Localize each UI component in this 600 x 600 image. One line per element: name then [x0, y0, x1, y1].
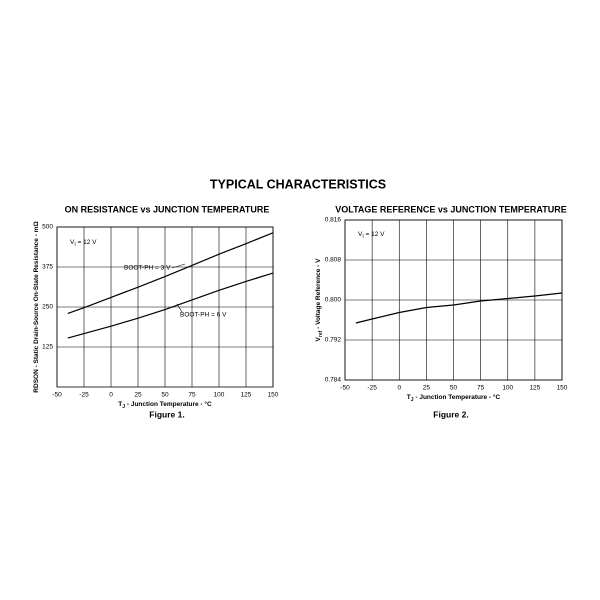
x-tick-label: 25 [134, 392, 142, 399]
x-tick-label: 100 [502, 385, 513, 392]
annotation-part: V [70, 239, 75, 246]
annotation-part: V [358, 231, 363, 238]
x-tick-label: 0 [397, 385, 401, 392]
x-tick-label: 50 [161, 392, 169, 399]
data-line [355, 292, 563, 324]
annotation-part: = 12 V [76, 239, 97, 246]
y-tick-label: 0.808 [325, 257, 342, 264]
x-tick-label: -50 [340, 385, 350, 392]
data-line [67, 232, 274, 314]
leader-line [171, 263, 186, 269]
leader-line [176, 303, 183, 313]
annotation-part: I [362, 234, 363, 240]
x-axis-label-part: J [411, 397, 414, 403]
y-tick-label: 0.816 [325, 217, 342, 224]
annotation-part: I [74, 242, 75, 248]
annotation: VI = 12 V [358, 231, 385, 241]
x-axis-label-part: J [122, 404, 125, 410]
y-tick-label: 0.792 [325, 337, 342, 344]
y-tick-label: 500 [42, 224, 53, 231]
y-axis-label-part: - Voltage Reference - V [315, 258, 322, 331]
y-tick-label: 250 [42, 304, 53, 311]
annotation-part: = 12 V [364, 231, 385, 238]
series-label: BOOT-PH = 6 V [180, 312, 227, 319]
chart-title: ON RESISTANCE vs JUNCTION TEMPERATURE [65, 204, 270, 214]
y-axis-label: Vref - Voltage Reference - V [315, 258, 325, 342]
x-axis-label: TJ - Junction Temperature - °C [407, 393, 501, 404]
y-axis-label-part: RDSON - Static Drain-Source On-State Res… [33, 221, 40, 392]
x-tick-label: -50 [52, 392, 62, 399]
y-tick-label: 0.800 [325, 297, 342, 304]
page-title: TYPICAL CHARACTERISTICS [210, 177, 386, 191]
x-tick-label: 125 [241, 392, 252, 399]
figure-label: Figure 1. [149, 409, 184, 419]
y-tick-label: 375 [42, 264, 53, 271]
x-axis-label-part: - Junction Temperature - °C [414, 393, 501, 401]
x-axis-label: TJ - Junction Temperature - °C [118, 400, 212, 411]
x-tick-label: 75 [188, 392, 196, 399]
y-axis-label-part: V [315, 336, 322, 341]
series-label: BOOT-PH = 3 V [124, 265, 171, 272]
x-tick-label: -25 [79, 392, 89, 399]
x-tick-label: -25 [367, 385, 377, 392]
data-line [67, 272, 274, 339]
x-axis-label-part: T [118, 401, 122, 408]
x-tick-label: 125 [529, 385, 540, 392]
chart-title: VOLTAGE REFERENCE vs JUNCTION TEMPERATUR… [335, 204, 567, 214]
x-tick-label: 100 [214, 392, 225, 399]
x-tick-label: 50 [450, 385, 458, 392]
annotation: VI = 12 V [70, 239, 97, 249]
x-tick-label: 0 [109, 392, 113, 399]
y-axis-label: RDSON - Static Drain-Source On-State Res… [33, 221, 40, 392]
x-tick-label: 75 [477, 385, 485, 392]
figure-label: Figure 2. [433, 409, 468, 419]
x-tick-label: 150 [268, 392, 279, 399]
y-axis-label-part: ref [318, 330, 324, 337]
y-tick-label: 0.784 [325, 377, 342, 384]
x-tick-label: 150 [557, 385, 568, 392]
y-tick-label: 125 [42, 344, 53, 351]
x-axis-label-part: T [407, 394, 411, 401]
x-axis-label-part: - Junction Temperature - °C [125, 400, 212, 408]
x-tick-label: 25 [423, 385, 431, 392]
